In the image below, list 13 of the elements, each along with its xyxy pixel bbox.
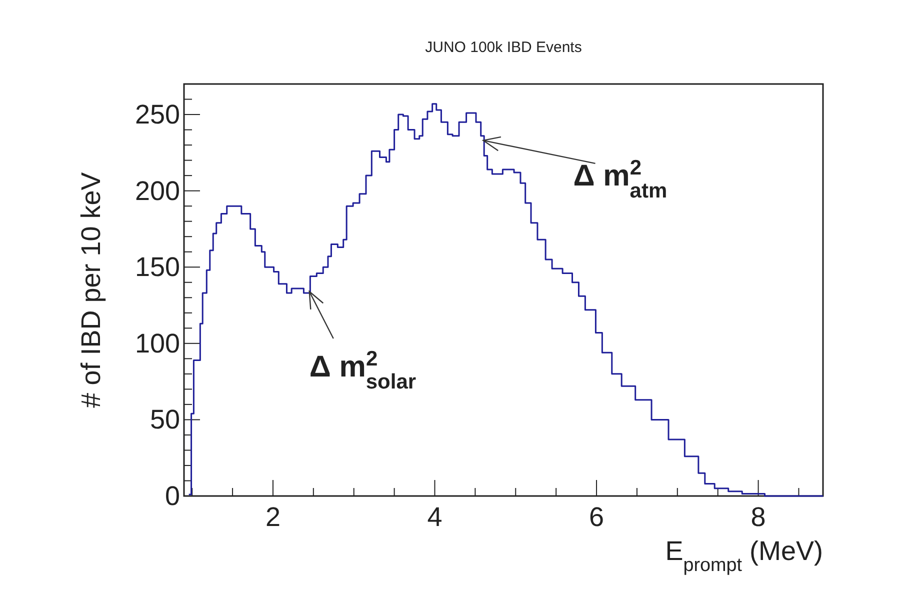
y-tick-label: 100 [134, 328, 180, 358]
chart-title: JUNO 100k IBD Events [425, 39, 582, 56]
x-tick-label: 6 [589, 502, 604, 532]
x-tick-label: 2 [265, 502, 280, 532]
x-tick-label: 8 [750, 502, 766, 532]
x-axis-title: E$_{prompt}$ (MeV) [665, 536, 823, 576]
y-tick-label: 200 [134, 176, 180, 206]
y-tick-label: 50 [150, 404, 180, 435]
y-tick-label: 250 [134, 100, 180, 130]
x-tick-label: 4 [427, 502, 442, 532]
y-tick-label: 150 [134, 252, 180, 282]
y-tick-label: 0 [164, 481, 180, 511]
y-axis-title: # of IBD per 10 keV [76, 172, 106, 408]
